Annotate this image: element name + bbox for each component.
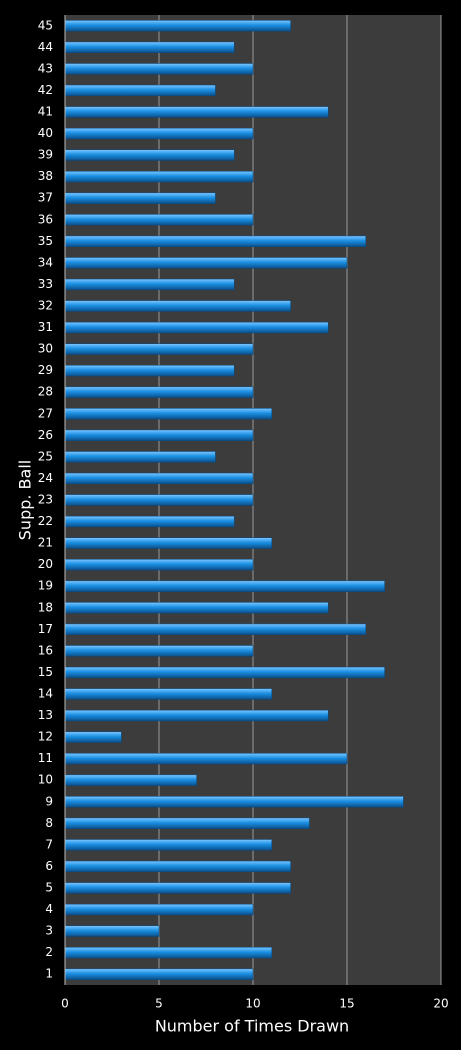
bar — [64, 688, 273, 700]
y-tick-label: 32 — [38, 299, 53, 313]
y-tick-label: 36 — [38, 212, 53, 226]
bar — [64, 494, 254, 506]
y-tick-label: 19 — [38, 579, 53, 593]
y-tick-label: 7 — [45, 837, 53, 851]
y-tick-label: 23 — [38, 493, 53, 507]
bar — [64, 149, 235, 161]
bar — [64, 41, 235, 53]
y-tick-label: 30 — [38, 342, 53, 356]
bar — [64, 537, 273, 549]
bar — [64, 408, 273, 420]
bar — [64, 429, 254, 441]
bar — [64, 731, 122, 743]
y-tick-label: 2 — [45, 945, 53, 959]
x-tick-label: 15 — [339, 997, 354, 1011]
y-tick-label: 41 — [38, 105, 53, 119]
bar — [64, 20, 291, 32]
y-tick-label: 39 — [38, 148, 53, 162]
bar — [64, 645, 254, 657]
y-tick-label: 6 — [45, 859, 53, 873]
x-tick-label: 10 — [245, 997, 260, 1011]
y-tick-label: 14 — [38, 687, 53, 701]
y-tick-label: 29 — [38, 363, 53, 377]
bar — [64, 321, 329, 334]
y-tick-label: 43 — [38, 61, 53, 75]
x-axis-label: Number of Times Drawn — [155, 1017, 349, 1036]
y-tick-label: 10 — [38, 773, 53, 787]
y-tick-label: 16 — [38, 643, 53, 657]
bar — [64, 796, 404, 808]
bar — [64, 127, 254, 140]
bar — [64, 63, 254, 75]
y-axis-label: Supp. Ball — [16, 460, 35, 540]
bar — [64, 947, 273, 959]
y-tick-label: 26 — [38, 428, 53, 442]
bar — [64, 365, 235, 377]
y-tick-label: 18 — [38, 600, 53, 614]
y-tick-label: 31 — [38, 320, 53, 334]
bar — [64, 709, 329, 722]
bar — [64, 559, 254, 571]
bar — [64, 343, 254, 355]
bar — [64, 623, 367, 635]
y-tick-label: 13 — [38, 708, 53, 722]
bar — [64, 774, 197, 786]
y-tick-label: 17 — [38, 622, 53, 636]
bar — [64, 300, 291, 312]
y-tick-label: 40 — [38, 126, 53, 140]
y-tick-label: 44 — [38, 40, 53, 54]
bar — [64, 84, 216, 97]
bar — [64, 925, 160, 937]
y-tick-label: 38 — [38, 169, 53, 183]
y-tick-label: 9 — [45, 794, 53, 808]
y-tick-label: 42 — [38, 83, 53, 97]
bar — [64, 106, 329, 118]
bar — [64, 214, 254, 226]
x-tick-label: 0 — [61, 997, 69, 1011]
y-tick-label: 15 — [38, 665, 53, 679]
y-tick-label: 21 — [38, 536, 53, 550]
y-tick-label: 35 — [38, 234, 53, 248]
bar — [64, 192, 216, 204]
y-tick-label: 20 — [38, 557, 53, 571]
bar — [64, 235, 367, 247]
y-tick-label: 45 — [38, 18, 53, 32]
x-tick-label: 20 — [433, 997, 448, 1011]
y-tick-label: 4 — [45, 902, 53, 916]
x-tick-label: 5 — [155, 997, 163, 1011]
y-tick-label: 27 — [38, 406, 53, 420]
bar — [64, 666, 385, 679]
bar — [64, 860, 291, 873]
bar — [64, 968, 254, 980]
bar — [64, 903, 254, 916]
bar — [64, 257, 348, 269]
bar — [64, 386, 254, 398]
y-tick-label: 24 — [38, 471, 53, 485]
y-tick-label: 33 — [38, 277, 53, 291]
y-tick-label: 34 — [38, 255, 53, 269]
y-tick-label: 22 — [38, 514, 53, 528]
bar — [64, 171, 254, 183]
bar — [64, 882, 291, 894]
bar — [64, 753, 348, 765]
y-tick-label: 28 — [38, 385, 53, 399]
bar — [64, 451, 216, 463]
y-tick-label: 1 — [45, 967, 53, 981]
bar — [64, 839, 273, 851]
y-tick-label: 25 — [38, 449, 53, 463]
bar — [64, 278, 235, 291]
y-tick-label: 11 — [38, 751, 53, 765]
y-tick-label: 37 — [38, 191, 53, 205]
bar — [64, 602, 329, 614]
bar — [64, 472, 254, 485]
y-tick-label: 3 — [45, 924, 53, 938]
bar — [64, 817, 310, 829]
bar — [64, 515, 235, 528]
y-tick-label: 5 — [45, 881, 53, 895]
y-tick-label: 8 — [45, 816, 53, 830]
bar — [64, 580, 385, 592]
y-tick-label: 12 — [38, 730, 53, 744]
